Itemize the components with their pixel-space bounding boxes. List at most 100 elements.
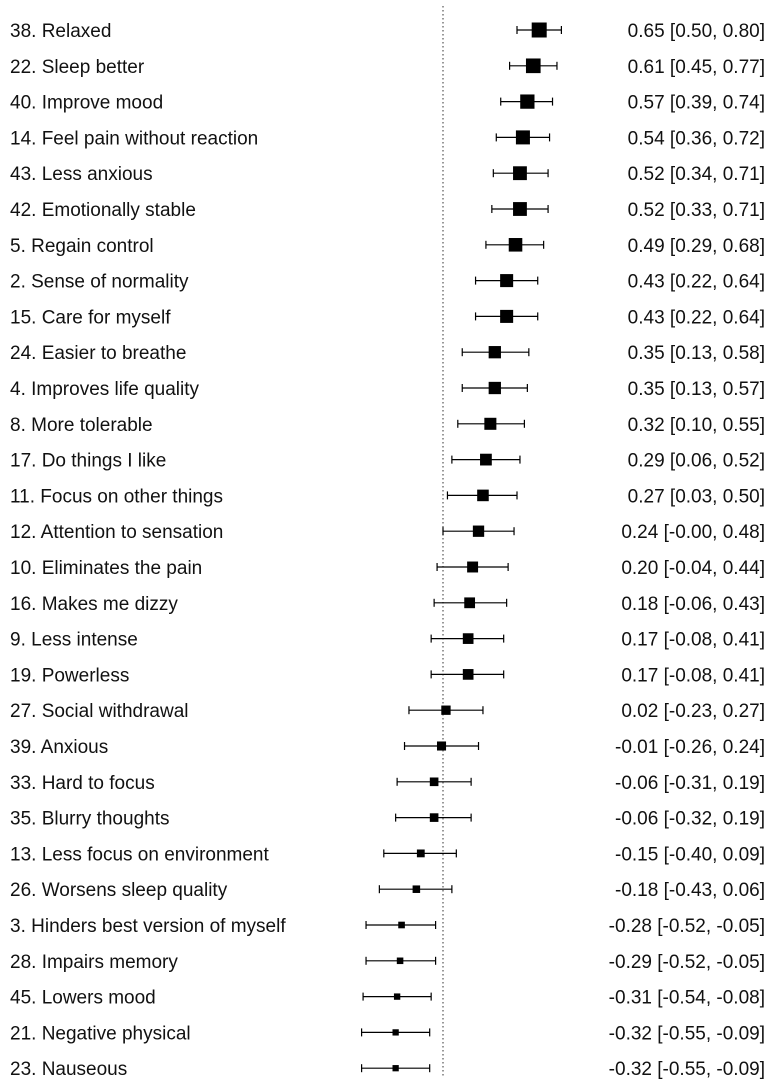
estimate-marker — [472, 525, 485, 537]
row-label: 8. More tolerable — [10, 415, 153, 436]
row-label: 4. Improves life quality — [10, 379, 200, 400]
estimate-ci-text: 0.43 [0.22, 0.64] — [628, 307, 765, 328]
forest-row: 39. Anxious -0.01 [-0.26, 0.24] — [10, 737, 765, 758]
row-label: 33. Hard to focus — [10, 773, 155, 794]
estimate-marker — [464, 597, 476, 609]
row-label: 11. Focus on other things — [10, 486, 223, 507]
forest-row: 2. Sense of normality 0.43 [0.22, 0.64] — [10, 272, 765, 293]
row-label: 42. Emotionally stable — [10, 200, 196, 221]
estimate-marker — [520, 94, 535, 109]
forest-row: 28. Impairs memory -0.29 [-0.52, -0.05] — [10, 952, 765, 973]
estimate-marker — [398, 921, 405, 929]
estimate-ci-text: 0.57 [0.39, 0.74] — [628, 93, 765, 114]
forest-row: 5. Regain control 0.49 [0.29, 0.68] — [10, 236, 765, 257]
estimate-ci-text: 0.27 [0.03, 0.50] — [628, 486, 765, 507]
row-label: 3. Hinders best version of myself — [10, 916, 286, 937]
forest-row: 21. Negative physical -0.32 [-0.55, -0.09… — [10, 1023, 765, 1044]
estimate-ci-text: 0.43 [0.22, 0.64] — [628, 272, 765, 293]
estimate-marker — [513, 166, 527, 181]
forest-row: 15. Care for myself 0.43 [0.22, 0.64] — [10, 307, 765, 328]
estimate-ci-text: 0.17 [-0.08, 0.41] — [621, 665, 765, 686]
estimate-ci-text: 0.29 [0.06, 0.52] — [628, 451, 765, 472]
forest-row: 19. Powerless 0.17 [-0.08, 0.41] — [10, 665, 765, 686]
estimate-ci-text: 0.49 [0.29, 0.68] — [628, 236, 765, 257]
forest-row: 8. More tolerable 0.32 [0.10, 0.55] — [10, 415, 765, 436]
forest-row: 43. Less anxious 0.52 [0.34, 0.71] — [10, 164, 765, 185]
row-label: 21. Negative physical — [10, 1023, 191, 1044]
forest-row: 22. Sleep better 0.61 [0.45, 0.77] — [10, 57, 765, 78]
row-label: 43. Less anxious — [10, 164, 153, 185]
estimate-marker — [488, 381, 501, 395]
row-label: 28. Impairs memory — [10, 952, 178, 973]
estimate-marker — [467, 561, 479, 573]
forest-row: 17. Do things I like 0.29 [0.06, 0.52] — [10, 451, 765, 472]
estimate-marker — [477, 489, 489, 502]
estimate-ci-text: 0.02 [-0.23, 0.27] — [621, 701, 765, 722]
row-label: 10. Eliminates the pain — [10, 558, 202, 579]
estimate-marker — [525, 58, 541, 74]
forest-row: 38. Relaxed 0.65 [0.50, 0.80] — [10, 21, 765, 42]
estimate-ci-text: 0.61 [0.45, 0.77] — [628, 57, 765, 78]
row-label: 27. Social withdrawal — [10, 701, 188, 722]
estimate-marker — [436, 741, 447, 751]
estimate-marker — [429, 777, 439, 787]
row-label: 15. Care for myself — [10, 307, 171, 328]
estimate-ci-text: 0.17 [-0.08, 0.41] — [621, 630, 765, 651]
forest-row: 16. Makes me dizzy 0.18 [-0.06, 0.43] — [10, 594, 765, 615]
forest-row: 13. Less focus on environment -0.15 [-0.4… — [10, 844, 765, 865]
row-label: 16. Makes me dizzy — [10, 594, 178, 615]
row-label: 2. Sense of normality — [10, 272, 189, 293]
estimate-marker — [513, 202, 527, 216]
row-label: 9. Less intense — [10, 630, 138, 651]
estimate-ci-text: -0.06 [-0.32, 0.19] — [615, 809, 765, 830]
forest-row: 14. Feel pain without reaction 0.54 [0.36… — [10, 128, 765, 149]
forest-row: 4. Improves life quality 0.35 [0.13, 0.57… — [10, 379, 765, 400]
estimate-ci-text: 0.35 [0.13, 0.58] — [628, 343, 765, 364]
estimate-marker — [484, 417, 497, 430]
estimate-marker — [441, 705, 451, 715]
row-label: 12. Attention to sensation — [10, 522, 223, 543]
forest-row: 24. Easier to breathe 0.35 [0.13, 0.58] — [10, 343, 765, 364]
row-label: 13. Less focus on environment — [10, 844, 269, 865]
estimate-ci-text: 0.18 [-0.06, 0.43] — [621, 594, 765, 615]
estimate-ci-text: -0.31 [-0.54, -0.08] — [609, 988, 765, 1009]
row-label: 19. Powerless — [10, 665, 129, 686]
forest-row: 27. Social withdrawal 0.02 [-0.23, 0.27] — [10, 701, 765, 722]
estimate-marker — [462, 669, 474, 680]
estimate-marker — [412, 885, 421, 893]
estimate-marker — [508, 238, 523, 252]
forest-row: 23. Nauseous -0.32 [-0.55, -0.09] — [10, 1059, 765, 1080]
estimate-ci-text: 0.52 [0.33, 0.71] — [628, 200, 765, 221]
forest-row: 35. Blurry thoughts -0.06 [-0.32, 0.19] — [10, 809, 765, 830]
estimate-ci-text: 0.65 [0.50, 0.80] — [628, 21, 765, 42]
row-label: 23. Nauseous — [10, 1059, 127, 1080]
estimate-ci-text: 0.24 [-0.00, 0.48] — [621, 522, 765, 543]
estimate-ci-text: 0.54 [0.36, 0.72] — [628, 128, 765, 149]
estimate-marker — [515, 130, 530, 145]
forest-row: 11. Focus on other things 0.27 [0.03, 0.5… — [10, 486, 765, 507]
estimate-marker — [396, 957, 404, 965]
forest-row: 9. Less intense 0.17 [-0.08, 0.41] — [10, 630, 765, 651]
estimate-marker — [416, 849, 425, 858]
row-label: 35. Blurry thoughts — [10, 809, 169, 830]
estimate-marker — [392, 1029, 399, 1036]
row-label: 22. Sleep better — [10, 57, 145, 78]
estimate-ci-text: 0.52 [0.34, 0.71] — [628, 164, 765, 185]
estimate-marker — [480, 453, 492, 466]
estimate-ci-text: -0.32 [-0.55, -0.09] — [609, 1059, 765, 1080]
estimate-marker — [429, 813, 439, 822]
row-label: 14. Feel pain without reaction — [10, 128, 258, 149]
estimate-ci-text: -0.01 [-0.26, 0.24] — [615, 737, 765, 758]
row-label: 5. Regain control — [10, 236, 154, 257]
estimate-ci-text: 0.32 [0.10, 0.55] — [628, 415, 765, 436]
estimate-ci-text: 0.35 [0.13, 0.57] — [628, 379, 765, 400]
estimate-marker — [500, 309, 514, 323]
row-label: 39. Anxious — [10, 737, 108, 758]
forest-row: 45. Lowers mood -0.31 [-0.54, -0.08] — [10, 988, 765, 1009]
row-label: 24. Easier to breathe — [10, 343, 186, 364]
row-label: 38. Relaxed — [10, 21, 111, 42]
estimate-marker — [488, 346, 501, 359]
estimate-ci-text: -0.32 [-0.55, -0.09] — [609, 1023, 765, 1044]
forest-row: 10. Eliminates the pain 0.20 [-0.04, 0.44… — [10, 558, 765, 579]
